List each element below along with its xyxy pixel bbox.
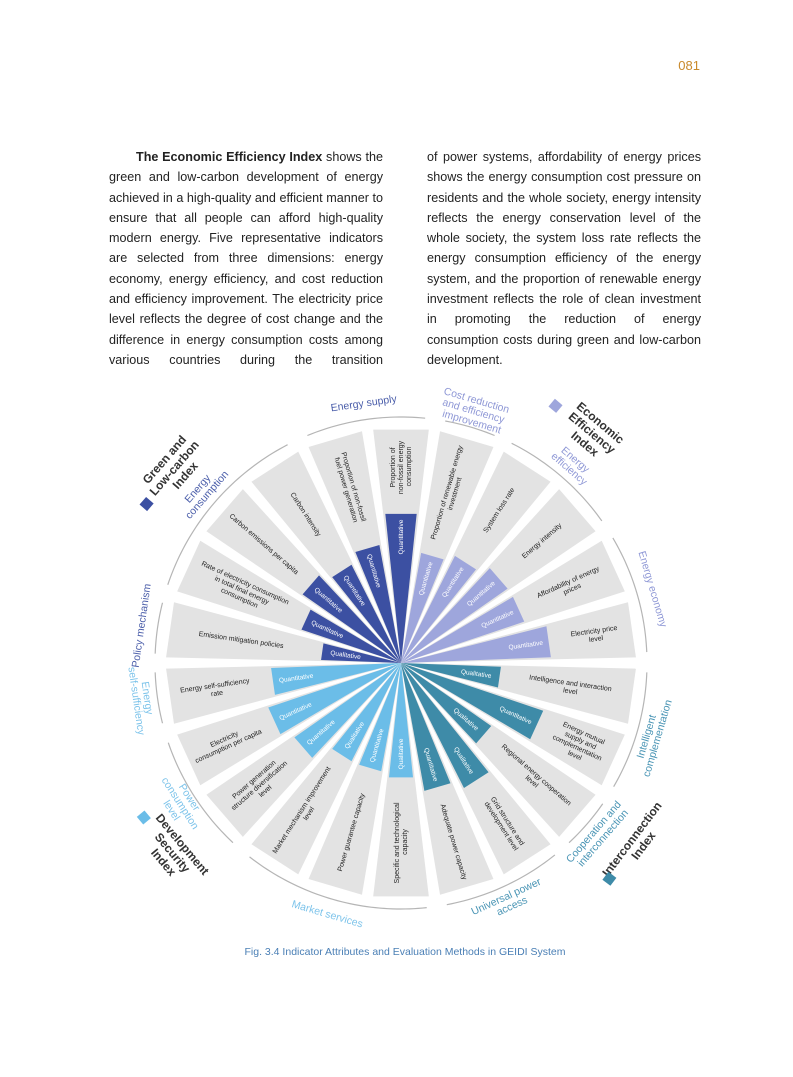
method-bar (401, 626, 551, 663)
indicator-label-line: capacity (402, 829, 409, 855)
indicator-label-line: consumption (406, 447, 413, 487)
indicator-label: Specific and technological capacity (394, 801, 409, 884)
method-bar (294, 663, 401, 758)
dimension-bracket (167, 742, 234, 844)
method-label-line: Qualitative (398, 738, 405, 769)
dimension-label-line: Energy (139, 681, 156, 719)
method-bar (385, 513, 417, 663)
indicator-label-line: Proportion of (390, 445, 397, 487)
dimension-label: Intelligent complementation (630, 695, 675, 778)
right-column: of power systems, affordability of energ… (427, 147, 701, 370)
page-number: 081 (678, 58, 700, 73)
indicator-label-line: level (588, 635, 604, 644)
dimension-bracket (167, 444, 288, 585)
method-label: Qualitative (460, 668, 492, 679)
method-label-line: Qualitative (330, 650, 362, 661)
dimension-bracket (307, 416, 426, 437)
left-text: shows the green and low-carbon developme… (109, 150, 383, 367)
method-bar (268, 663, 401, 735)
index-marker (136, 810, 151, 825)
method-label: Quantitative (398, 519, 405, 554)
method-bar (388, 663, 414, 778)
method-label-line: Quantitative (508, 639, 544, 651)
method-bar (401, 596, 525, 663)
method-label: Quantitative (278, 672, 314, 684)
dimension-label: Cost reduction and efficiency improvemen… (436, 385, 513, 438)
dimension-bracket (445, 420, 495, 437)
indicator-label-line: rate (211, 689, 224, 698)
method-bar (401, 555, 477, 663)
dimension-bracket (249, 856, 427, 910)
method-label-line: Quantitative (398, 519, 405, 554)
method-bar (401, 663, 489, 789)
method-bar (355, 544, 401, 663)
method-bar (302, 575, 401, 663)
dimension-bracket (511, 442, 603, 522)
caption: Fig. 3.4 Indicator Attributes and Evalua… (245, 946, 566, 958)
dimension-label: Energy supply (330, 393, 398, 414)
dimension-label-line: Energy economy (636, 550, 670, 630)
dimension-bracket (613, 672, 648, 787)
dimension-label: Energy self-sufficiency (126, 665, 159, 737)
dimension-label: Energy economy (636, 550, 670, 630)
index-label: Development Security Index (133, 811, 214, 897)
dimension-label: Policy mechanism (130, 583, 154, 669)
dimension-label-line: Policy mechanism (130, 583, 154, 669)
indicator-wedge (373, 663, 429, 897)
left-column: The Economic Efficiency Index shows the … (109, 147, 383, 370)
indicator-label-line: level (563, 687, 579, 696)
method-bar (332, 564, 401, 663)
index-marker (548, 398, 563, 413)
method-label-line: Quantitative (278, 672, 314, 684)
lead: The Economic Efficiency Index (136, 150, 323, 164)
index-marker (139, 496, 154, 512)
dimension-bracket (446, 854, 556, 906)
method-bar (401, 552, 444, 663)
index-marker (602, 871, 617, 886)
method-label: Quantitative (508, 639, 544, 651)
method-bar (401, 663, 492, 744)
indicator-wedge (166, 663, 401, 724)
dimension-bracket (154, 602, 164, 654)
indicator-label-line: Specific and technological (394, 801, 401, 884)
dimension-label: Market services (290, 898, 364, 930)
dimension-bracket (154, 672, 164, 724)
indicator-wedge (401, 663, 636, 724)
method-label: Qualitative (398, 738, 405, 769)
method-bar (401, 663, 544, 740)
indicator-label: Proportion of non-fossil energy consumpt… (390, 439, 413, 494)
method-label-line: Qualitative (460, 668, 492, 679)
dimension-label-line: Market services (290, 898, 364, 930)
indicator-label-line: non-fossil energy (398, 439, 405, 494)
method-label: Qualitative (330, 650, 362, 661)
indicator-wedge (401, 602, 636, 663)
right-text: of power systems, affordability of energ… (427, 150, 701, 367)
method-bar (359, 663, 401, 772)
method-bar (321, 643, 401, 663)
dimension-bracket (568, 803, 604, 844)
method-bar (401, 663, 501, 688)
method-bar (271, 663, 401, 695)
method-bars (268, 513, 551, 791)
dimension-label-line: Energy supply (330, 393, 398, 414)
indicator-wedge (166, 602, 401, 663)
method-bar (401, 568, 508, 663)
dimension-bracket (612, 537, 648, 653)
method-bar (401, 663, 451, 791)
method-bar (301, 609, 401, 663)
method-bar (332, 663, 401, 762)
